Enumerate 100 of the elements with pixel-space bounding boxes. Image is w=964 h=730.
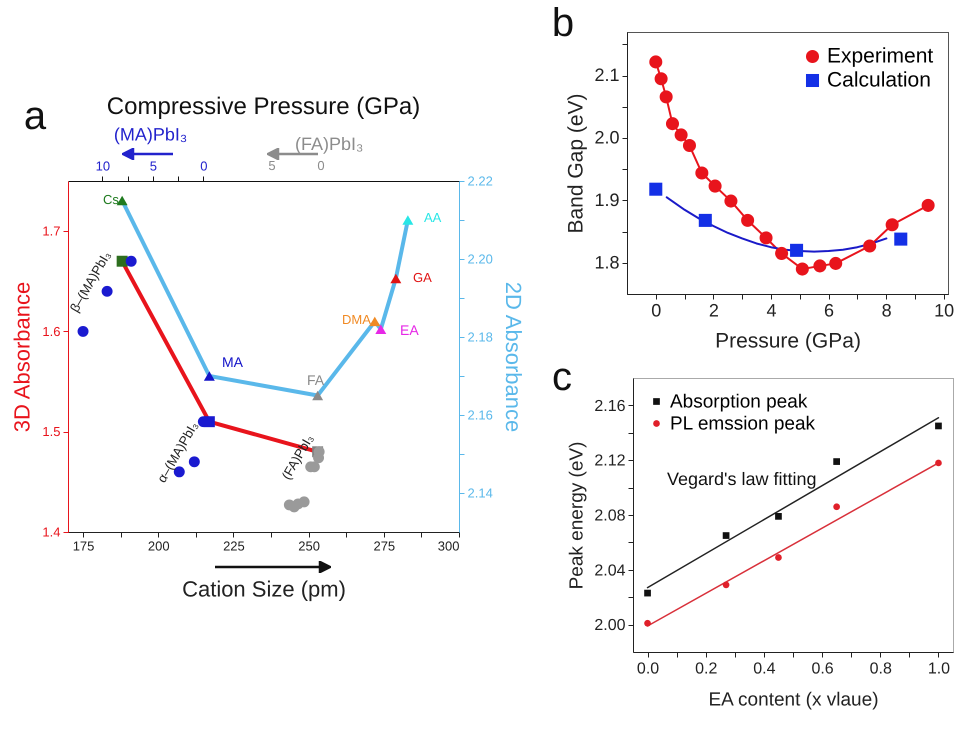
point [660,90,673,104]
point [775,554,782,561]
point [284,499,295,510]
y2-tick-label: 2.14 [468,486,493,500]
point [312,390,324,400]
x-tick-label: 4 [766,300,776,320]
x-tick-label: 300 [438,538,460,554]
legend-label: Calculation [827,68,931,92]
legend-label: Absorption peak [670,392,808,412]
y-tick-label: 1.6 [42,324,60,339]
y-tick-label: 1.8 [594,252,620,272]
point [666,117,680,130]
y-tick-label: 2.04 [594,562,626,580]
y-tick-label: 1.5 [42,424,60,440]
y2-tick-label: 2.16 [468,408,493,422]
x2-tick-label: 0 [200,158,208,174]
point [741,214,754,227]
point [722,582,730,588]
y2-tick-label: 2.18 [468,330,493,344]
point [649,55,662,68]
x-tick-label: 200 [148,538,170,554]
x-tick-label: 175 [72,538,94,554]
y-tick-label: 2.16 [594,398,626,415]
point [674,128,688,142]
point [698,214,712,227]
point [775,246,788,260]
y-tick-label: 1.9 [594,190,620,210]
point [935,422,942,430]
point [695,166,708,180]
x2-tick-label: 5 [150,158,157,174]
text: 0 [317,158,325,173]
x-tick-label: 1.0 [928,660,950,678]
point [833,458,840,465]
point [649,182,662,196]
annotation: DMA [342,312,372,327]
y-tick-label: 2.08 [594,508,626,524]
text: c [552,355,572,399]
y2-axis-title: 2D Absorbance [500,282,526,432]
x-tick-label: 225 [223,538,245,554]
legend-label: PL emssion peak [670,414,816,434]
y-tick-label: 2.00 [594,617,626,634]
text: a [24,94,47,138]
point [708,180,722,193]
x-tick-label: 0 [651,300,662,320]
y-tick-label: 2.1 [594,65,620,86]
point [390,274,402,284]
point [760,231,773,244]
y-axis-title: Peak energy (eV) [566,442,588,590]
y2-tick-label: 2.22 [468,174,493,188]
x-tick-label: 10 [934,300,954,320]
y-tick-label: 2.0 [594,128,620,148]
point [833,503,840,510]
point [722,532,730,539]
point [922,198,935,212]
x-tick-label: 6 [824,300,834,320]
point [204,371,215,381]
x-axis-title: Pressure (GPa) [715,330,861,352]
y-tick-label: 2.12 [594,452,626,470]
x-tick-label: 0.8 [870,660,892,678]
y-axis-title: Band Gap (eV) [564,93,588,234]
annotation: EA [400,322,420,338]
x2-axis-title: (MA)PbI₃ [114,124,188,144]
y-tick-label: 1.4 [42,524,60,540]
point [682,139,696,152]
text: 5 [268,158,276,173]
point [724,194,738,208]
annotation: Cs [103,192,120,207]
point [402,215,414,225]
point [644,620,651,627]
annotation: GA [413,270,432,285]
point [654,72,668,86]
annotation: FA [307,372,325,388]
point [894,232,908,246]
y2-tick-label: 2.20 [468,252,493,266]
x-axis-title: EA content (x vlaue) [708,690,879,710]
point [796,262,809,276]
x2-tick-label: 10 [96,158,110,174]
point [935,460,942,466]
point [829,256,842,270]
x-tick-label: 0.4 [753,660,776,678]
legend-label: Experiment [827,44,934,68]
x-tick-label: 0.6 [811,660,834,678]
annotation: AA [424,210,442,225]
point [126,256,137,267]
annotation: Vegard's law fitting [667,469,817,489]
point [863,239,876,252]
x-tick-label: 275 [373,538,396,554]
x-tick-label: 2 [708,300,719,320]
chart-title: Compressive Pressure (GPa) [106,93,420,120]
x-tick-label: 0.2 [695,660,718,678]
y-axis-title: 3D Absorbance [9,282,34,432]
text: b [552,1,574,45]
x-tick-label: 0.0 [636,660,660,678]
point [813,259,826,272]
point [375,324,386,334]
point [78,326,89,337]
text: (FA)PbI₃ [295,134,364,154]
x-axis-title: Cation Size (pm) [182,576,346,602]
point [790,244,804,257]
x-tick-label: 250 [298,538,320,554]
